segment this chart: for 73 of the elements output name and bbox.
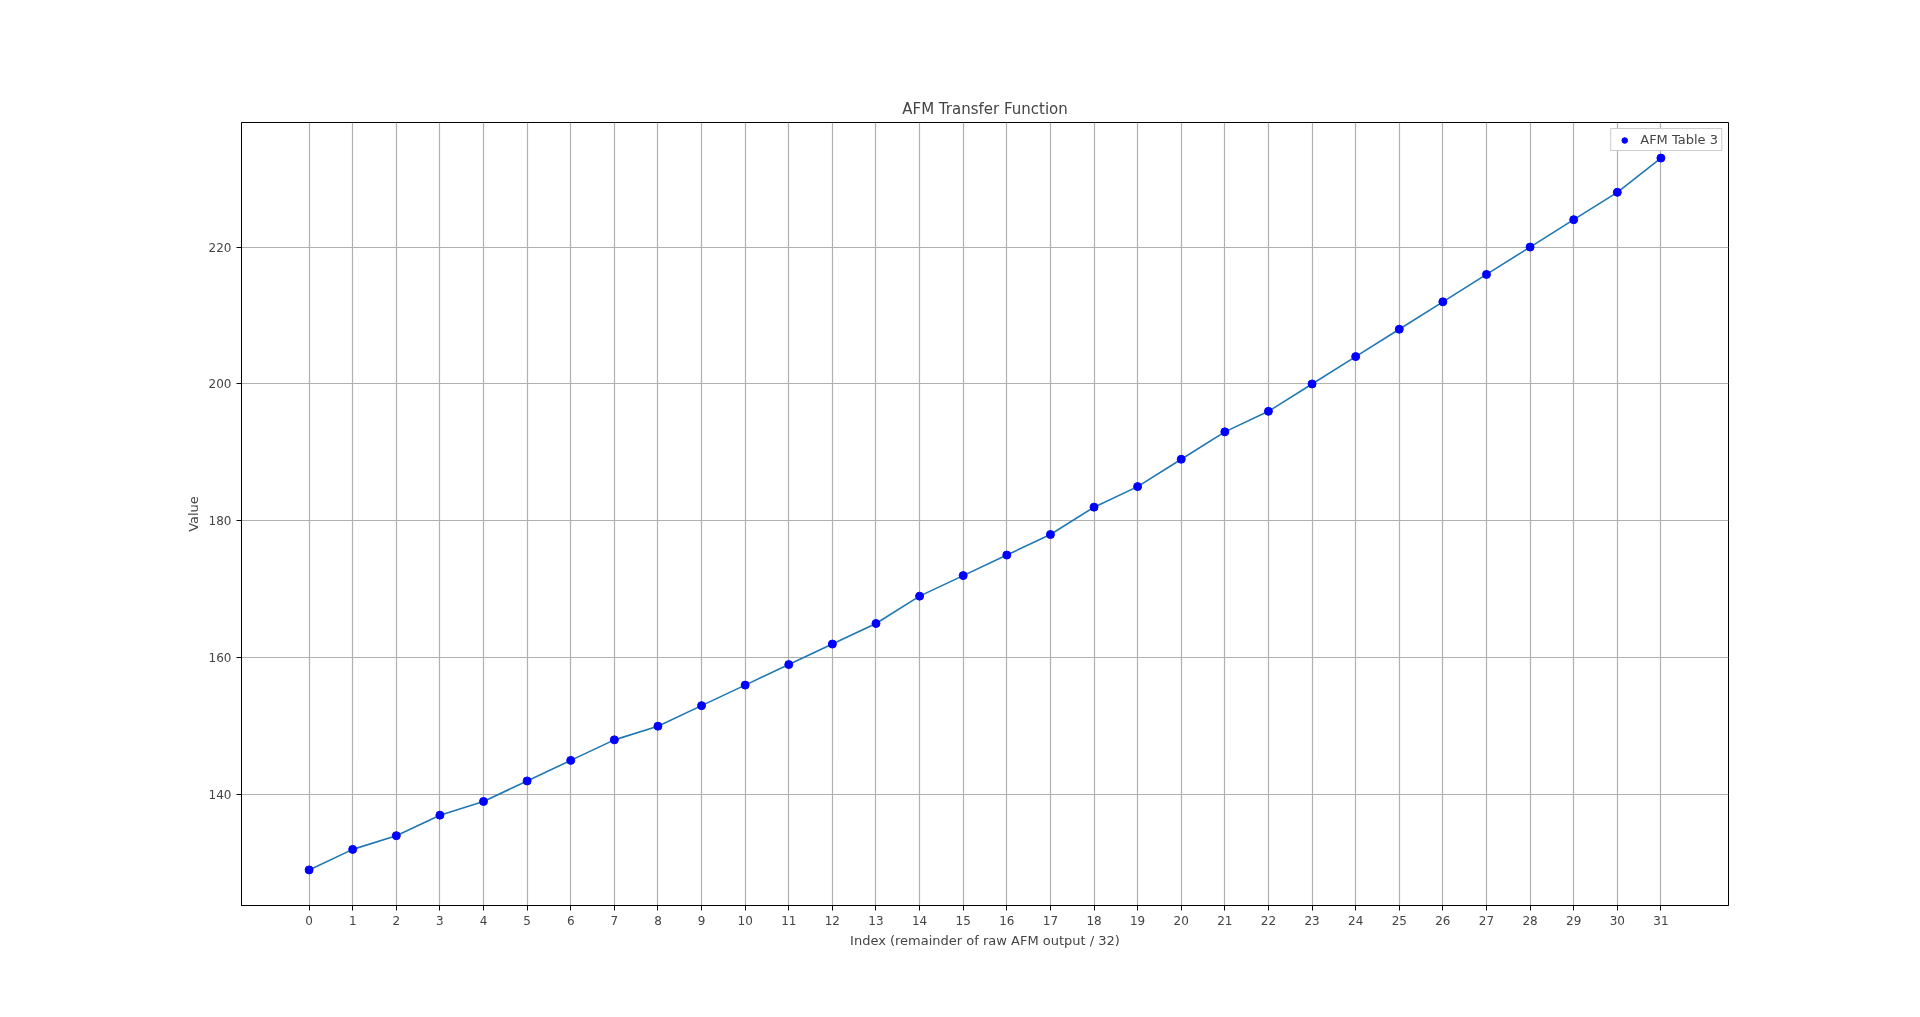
point xyxy=(1263,406,1273,416)
x-tick-label: 17 xyxy=(1042,913,1059,928)
x-tick-label: 3 xyxy=(436,913,444,928)
x-tick-label: 29 xyxy=(1566,913,1582,928)
x-tick-label: 0 xyxy=(305,913,313,928)
x-axis-title: Index (remainder of raw AFM output / 32) xyxy=(850,932,1120,948)
y-tick-label: 160 xyxy=(208,651,232,666)
x-tick-label: 26 xyxy=(1435,913,1451,928)
point xyxy=(827,639,837,649)
point xyxy=(697,701,707,711)
x-tick-label: 27 xyxy=(1478,913,1495,928)
point xyxy=(609,735,619,745)
point xyxy=(1002,550,1012,560)
x-tick-label: 30 xyxy=(1609,913,1625,928)
x-tick-label: 10 xyxy=(737,913,753,928)
y-tick-label: 220 xyxy=(208,240,232,255)
point xyxy=(1394,324,1404,334)
x-tick-label: 15 xyxy=(955,913,971,928)
x-tick-label: 12 xyxy=(824,913,841,928)
x-tick-label: 6 xyxy=(566,913,575,928)
x-tick-label: 25 xyxy=(1391,913,1407,928)
x-tick-label: 1 xyxy=(348,913,357,928)
point xyxy=(1481,269,1491,279)
x-tick-label: 13 xyxy=(868,913,884,928)
point xyxy=(740,680,750,690)
x-tick-label: 21 xyxy=(1217,913,1233,928)
point xyxy=(784,660,794,670)
x-tick-label: 14 xyxy=(911,913,928,928)
legend-label: AFM Table 3 xyxy=(1640,132,1718,147)
x-tick-label: 22 xyxy=(1260,913,1277,928)
y-tick-label: 200 xyxy=(208,377,232,392)
y-axis-title: Value xyxy=(185,496,201,532)
point xyxy=(435,810,445,820)
x-tick-label: 5 xyxy=(523,913,531,928)
point xyxy=(391,831,401,841)
point xyxy=(1438,297,1448,307)
point xyxy=(348,844,358,854)
y-tick-label: 140 xyxy=(208,788,232,803)
x-tick-label: 18 xyxy=(1086,913,1102,928)
point xyxy=(915,591,925,601)
point xyxy=(522,776,532,786)
point xyxy=(1045,530,1055,540)
x-tick-label: 9 xyxy=(697,913,706,928)
x-tick-label: 2 xyxy=(392,913,401,928)
point xyxy=(1089,502,1099,512)
x-tick-label: 24 xyxy=(1348,913,1364,928)
point xyxy=(1656,153,1666,163)
x-tick-label: 19 xyxy=(1129,913,1146,928)
point xyxy=(1525,242,1535,252)
x-tick-label: 11 xyxy=(781,913,797,928)
chart-title: AFM Transfer Function xyxy=(902,99,1068,118)
point xyxy=(479,796,489,806)
x-tick-label: 4 xyxy=(479,913,488,928)
point xyxy=(1133,482,1143,492)
point xyxy=(958,571,968,581)
x-tick-label: 23 xyxy=(1304,913,1320,928)
point xyxy=(1176,454,1186,464)
point xyxy=(566,755,576,765)
point xyxy=(1220,427,1230,437)
point xyxy=(304,865,314,875)
point xyxy=(653,721,663,731)
x-tick-label: 8 xyxy=(654,913,662,928)
point xyxy=(1612,187,1622,197)
point xyxy=(1351,352,1361,362)
x-tick-label: 31 xyxy=(1653,913,1669,928)
x-tick-label: 7 xyxy=(610,913,619,928)
x-tick-label: 16 xyxy=(999,913,1015,928)
point xyxy=(1307,379,1317,389)
x-tick-label: 20 xyxy=(1173,913,1189,928)
point xyxy=(1569,215,1579,225)
x-tick-label: 28 xyxy=(1522,913,1538,928)
point xyxy=(871,619,881,628)
y-tick-label: 180 xyxy=(208,514,232,529)
